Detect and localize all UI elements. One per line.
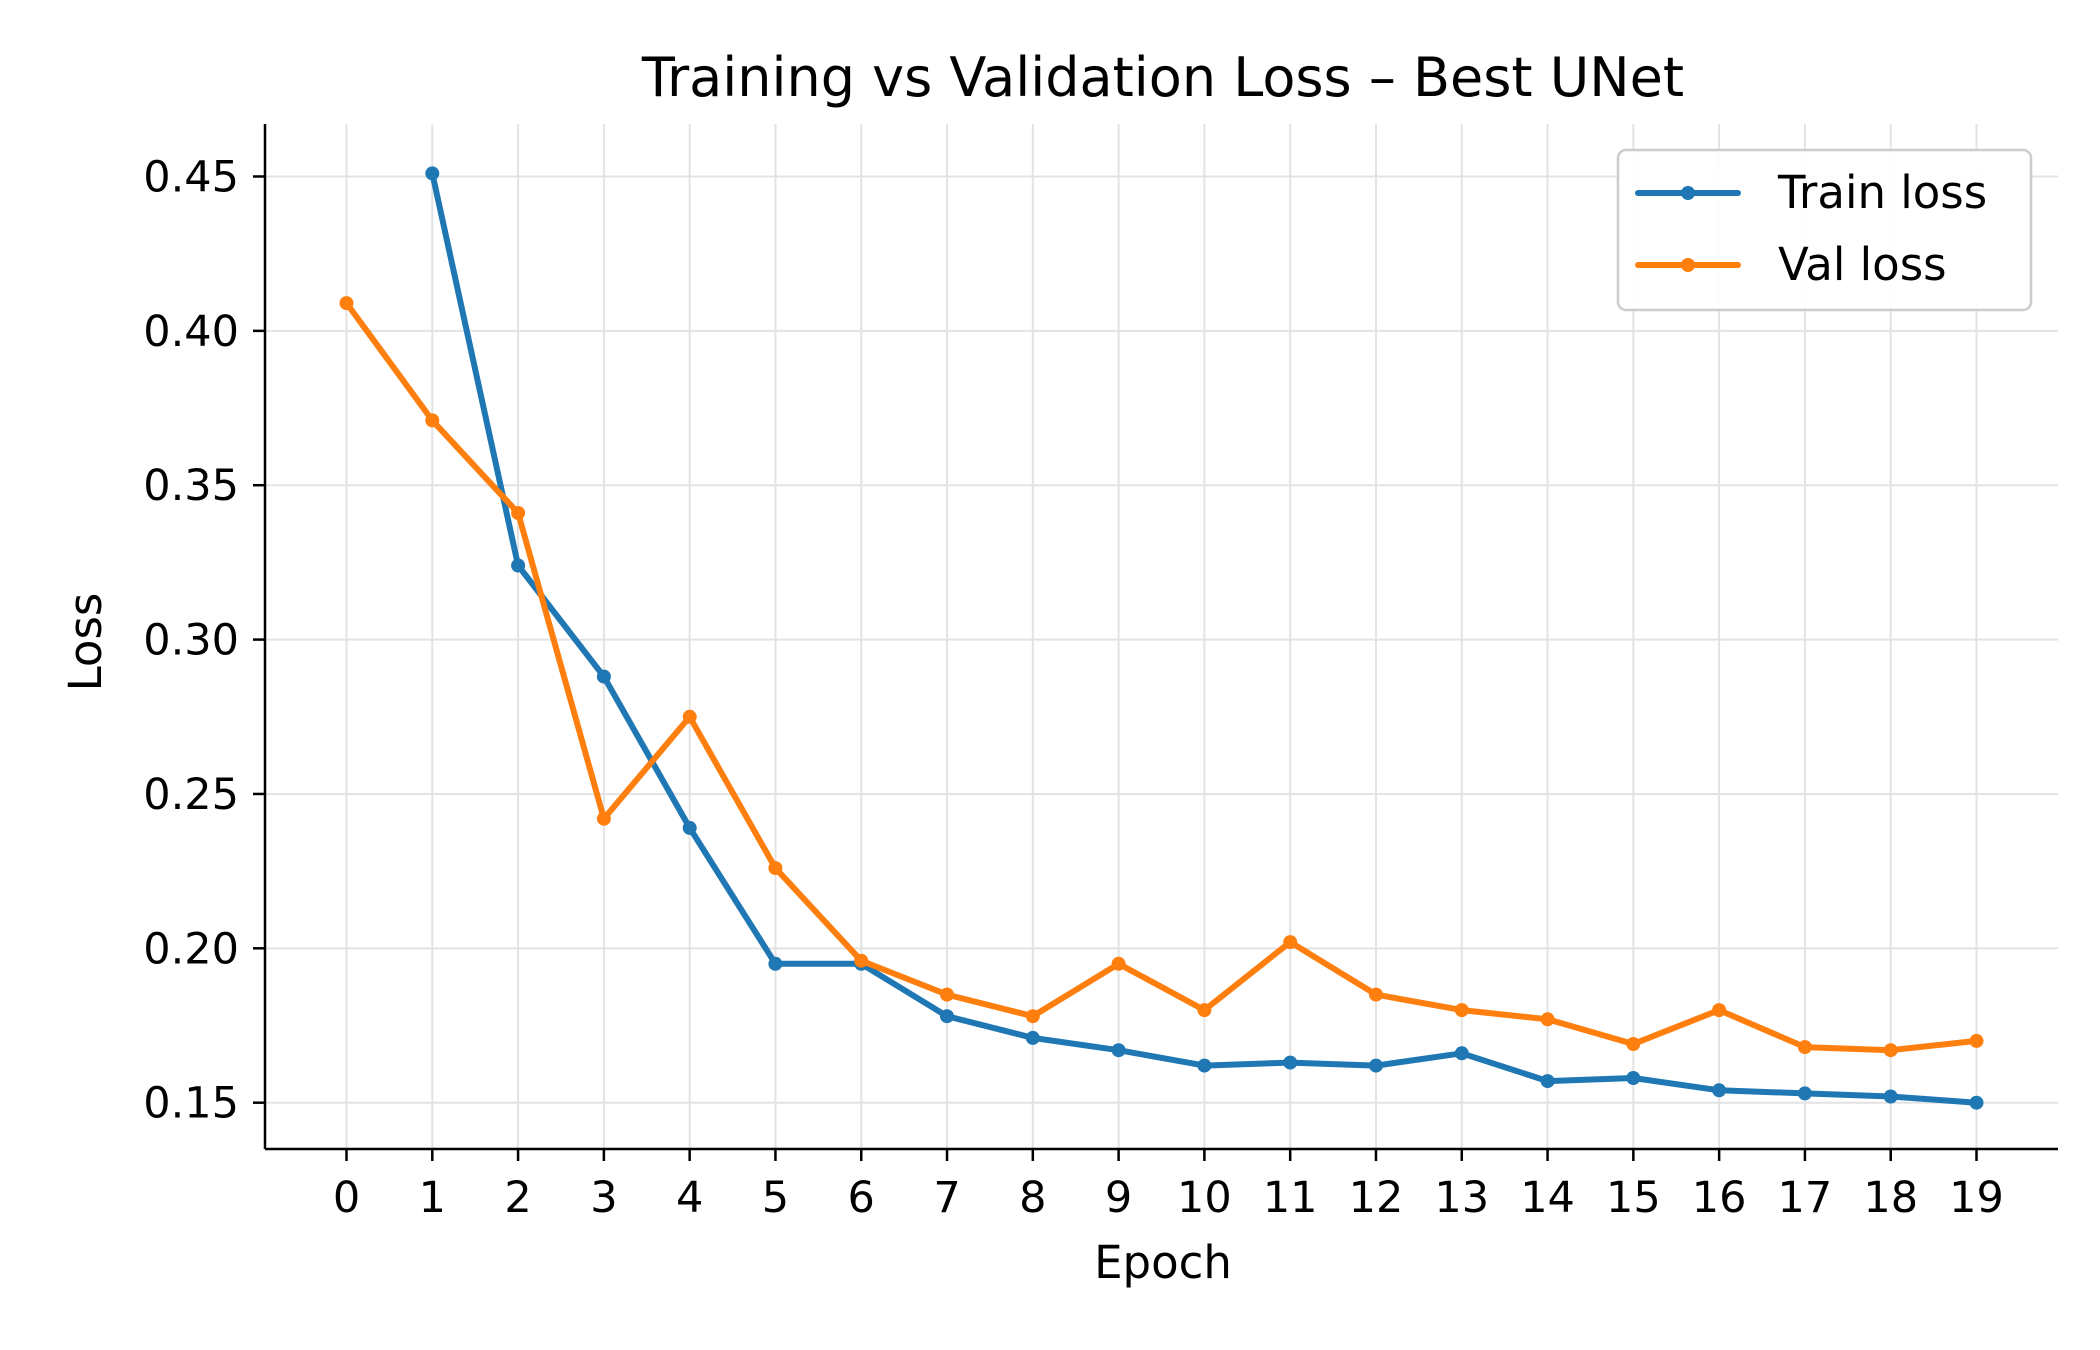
data-point-train-loss: [1025, 1030, 1040, 1045]
x-tick-label: 16: [1692, 1173, 1747, 1223]
data-point-train-loss: [596, 669, 611, 684]
x-tick-label: 15: [1606, 1173, 1661, 1223]
x-tick-label: 14: [1520, 1173, 1575, 1223]
data-point-val-loss: [854, 953, 869, 968]
data-point-val-loss: [1969, 1033, 1984, 1048]
y-tick-label: 0.30: [143, 616, 239, 666]
y-tick-label: 0.40: [143, 307, 239, 357]
x-axis-ticks: 0 1 2 3 4 5 6 7 8 9 10 11 12 13 14 15 16 17 18 19: [333, 1149, 2004, 1223]
x-tick-label: 19: [1949, 1173, 2004, 1223]
data-point-train-loss: [682, 820, 697, 835]
x-tick-label: 1: [419, 1173, 446, 1223]
x-tick-label: 18: [1863, 1173, 1918, 1223]
legend-label-val-loss: Val loss: [1778, 238, 1947, 291]
data-point-train-loss: [1111, 1043, 1126, 1058]
y-tick-label: 0.25: [143, 770, 239, 820]
series-lines: [339, 166, 1984, 1110]
legend-marker-train-loss: [1681, 186, 1695, 200]
y-tick-label: 0.20: [143, 924, 239, 974]
legend-marker-val-loss: [1681, 258, 1695, 272]
data-point-val-loss: [339, 296, 354, 311]
x-tick-label: 0: [333, 1173, 360, 1223]
data-point-val-loss: [1712, 1003, 1727, 1018]
x-tick-label: 11: [1263, 1173, 1318, 1223]
data-point-val-loss: [596, 811, 611, 826]
chart-title: Training vs Validation Loss – Best UNet: [641, 46, 1684, 109]
data-point-val-loss: [1626, 1037, 1641, 1051]
x-tick-label: 9: [1105, 1173, 1132, 1223]
grid: [265, 124, 2058, 1149]
data-point-train-loss: [1969, 1095, 1984, 1110]
y-tick-label: 0.35: [143, 461, 239, 511]
x-tick-label: 17: [1778, 1173, 1833, 1223]
x-tick-label: 6: [848, 1173, 875, 1223]
data-point-train-loss: [1797, 1086, 1812, 1101]
data-point-train-loss: [511, 558, 526, 573]
data-point-val-loss: [425, 413, 440, 428]
y-axis-label: Loss: [59, 593, 112, 692]
data-point-train-loss: [1283, 1055, 1298, 1070]
data-point-val-loss: [1454, 1003, 1469, 1018]
x-tick-label: 3: [590, 1173, 617, 1223]
data-point-train-loss: [1712, 1083, 1727, 1098]
x-axis-label: Epoch: [1094, 1236, 1232, 1289]
x-tick-label: 2: [504, 1173, 531, 1223]
data-point-val-loss: [1797, 1040, 1812, 1055]
x-tick-label: 8: [1019, 1173, 1046, 1223]
legend: Train loss Val loss: [1616, 148, 2033, 312]
y-tick-label: 0.45: [143, 152, 239, 202]
data-point-train-loss: [1197, 1058, 1212, 1073]
legend-label-train-loss: Train loss: [1777, 166, 1987, 219]
data-point-val-loss: [511, 506, 526, 520]
x-tick-label: 7: [933, 1173, 960, 1223]
data-point-train-loss: [1540, 1074, 1555, 1089]
data-point-val-loss: [1283, 935, 1298, 950]
data-point-val-loss: [940, 987, 954, 1002]
x-tick-label: 4: [676, 1173, 703, 1223]
x-tick-label: 12: [1349, 1173, 1404, 1223]
data-point-val-loss: [682, 709, 697, 724]
data-point-train-loss: [1369, 1058, 1383, 1073]
data-point-val-loss: [768, 861, 783, 876]
data-point-train-loss: [1454, 1046, 1469, 1061]
y-tick-label: 0.15: [143, 1079, 239, 1129]
x-tick-label: 10: [1177, 1173, 1232, 1223]
data-point-val-loss: [1025, 1009, 1040, 1024]
data-point-train-loss: [1883, 1089, 1898, 1104]
x-tick-label: 13: [1434, 1173, 1489, 1223]
data-point-train-loss: [1626, 1071, 1641, 1085]
data-point-train-loss: [940, 1009, 954, 1024]
data-point-val-loss: [1197, 1003, 1212, 1018]
data-point-val-loss: [1369, 987, 1383, 1002]
data-point-val-loss: [1540, 1012, 1555, 1027]
data-point-train-loss: [768, 956, 783, 971]
data-point-val-loss: [1883, 1043, 1898, 1058]
series-line-val-loss: [343, 300, 1980, 1054]
y-axis-ticks: 0.15 0.20 0.25 0.30 0.35 0.40 0.45: [143, 152, 265, 1129]
data-point-val-loss: [1111, 956, 1126, 971]
axes-spines: [263, 124, 2058, 1151]
x-tick-label: 5: [762, 1173, 789, 1223]
data-point-train-loss: [425, 166, 440, 181]
